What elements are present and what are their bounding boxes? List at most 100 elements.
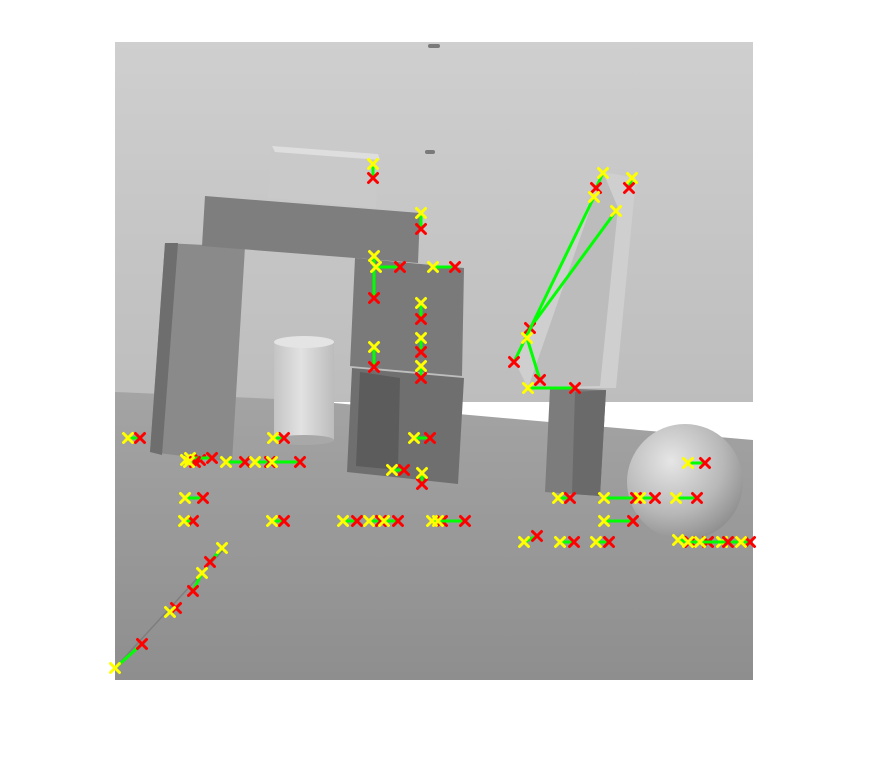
- red-marker-icon: [623, 182, 635, 194]
- yellow-marker-icon: [522, 382, 534, 394]
- match-pair: [554, 536, 580, 548]
- yellow-marker-icon: [672, 534, 684, 546]
- red-marker-icon: [508, 356, 520, 368]
- yellow-marker-icon: [368, 250, 380, 262]
- red-marker-icon: [569, 382, 581, 394]
- match-pair: [179, 492, 209, 504]
- yellow-marker-icon: [216, 542, 228, 554]
- red-marker-icon: [415, 346, 427, 358]
- match-pair: [187, 567, 208, 597]
- yellow-marker-icon: [179, 492, 191, 504]
- red-marker-icon: [415, 223, 427, 235]
- photo: [115, 42, 753, 680]
- red-marker-icon: [564, 492, 576, 504]
- yellow-marker-icon: [109, 662, 121, 674]
- match-pair: [522, 382, 581, 394]
- yellow-marker-icon: [363, 515, 375, 527]
- yellow-marker-icon: [378, 515, 390, 527]
- yellow-marker-icon: [196, 567, 208, 579]
- red-marker-icon: [375, 515, 387, 527]
- red-marker-icon: [351, 515, 363, 527]
- yellow-marker-icon: [220, 456, 232, 468]
- match-pair: [682, 457, 711, 469]
- red-marker-icon: [398, 464, 410, 476]
- yellow-marker-icon: [598, 492, 610, 504]
- red-marker-icon: [392, 515, 404, 527]
- red-marker-icon: [649, 492, 661, 504]
- yellow-marker-icon: [682, 457, 694, 469]
- red-marker-icon: [206, 452, 218, 464]
- match-pair: [735, 536, 756, 548]
- yellow-marker-icon: [597, 167, 609, 179]
- red-marker-icon: [627, 515, 639, 527]
- yellow-marker-icon: [122, 432, 134, 444]
- match-pair: [164, 602, 182, 618]
- red-marker-icon: [187, 515, 199, 527]
- yellow-marker-icon: [415, 360, 427, 372]
- red-marker-icon: [368, 292, 380, 304]
- yellow-marker-icon: [368, 341, 380, 353]
- red-marker-icon: [424, 432, 436, 444]
- red-marker-icon: [136, 638, 148, 650]
- red-marker-icon: [367, 172, 379, 184]
- yellow-marker-icon: [735, 536, 747, 548]
- yellow-marker-icon: [415, 332, 427, 344]
- yellow-marker-icon: [554, 536, 566, 548]
- red-marker-icon: [603, 536, 615, 548]
- match-pair: [518, 530, 543, 548]
- match-pair: [378, 515, 404, 527]
- red-marker-icon: [459, 515, 471, 527]
- match-pair: [415, 297, 427, 325]
- red-marker-icon: [691, 492, 703, 504]
- match-pair: [590, 536, 615, 548]
- match-pair: [415, 360, 427, 384]
- match-pair: [694, 536, 734, 548]
- match-pair: [415, 332, 427, 358]
- sphere: [627, 424, 743, 540]
- yellow-marker-icon: [518, 536, 530, 548]
- yellow-marker-icon: [521, 332, 533, 344]
- yellow-marker-icon: [634, 492, 646, 504]
- red-marker-icon: [699, 457, 711, 469]
- red-marker-icon: [534, 374, 546, 386]
- match-pair: [204, 542, 228, 568]
- red-marker-icon: [278, 432, 290, 444]
- match-line: [528, 210, 618, 329]
- yellow-marker-icon: [552, 492, 564, 504]
- match-pair: [415, 207, 427, 235]
- yellow-marker-icon: [178, 515, 190, 527]
- match-pair: [368, 341, 380, 373]
- match-pair: [432, 515, 471, 527]
- match-pair: [508, 191, 600, 368]
- small-box: [268, 146, 378, 208]
- match-pair: [220, 456, 251, 468]
- red-marker-icon: [197, 492, 209, 504]
- red-marker-icon: [134, 432, 146, 444]
- match-pair: [598, 515, 639, 527]
- yellow-marker-icon: [416, 467, 428, 479]
- yellow-marker-icon: [249, 456, 261, 468]
- match-pair: [427, 261, 461, 273]
- match-pair: [623, 172, 638, 194]
- match-pair: [386, 464, 410, 476]
- yellow-marker-icon: [427, 261, 439, 273]
- yellow-marker-icon: [694, 536, 706, 548]
- yellow-marker-icon: [266, 515, 278, 527]
- match-pair: [267, 432, 290, 444]
- red-marker-icon: [278, 515, 290, 527]
- red-marker-icon: [239, 456, 251, 468]
- match-pair: [670, 492, 703, 504]
- match-line: [512, 196, 596, 363]
- red-marker-icon: [568, 536, 580, 548]
- match-pair: [521, 332, 546, 386]
- red-marker-icon: [744, 536, 756, 548]
- yellow-marker-icon: [337, 515, 349, 527]
- cylinder: [274, 342, 334, 440]
- yellow-marker-icon: [588, 191, 600, 203]
- wall-mark-2: [425, 150, 435, 154]
- yellow-marker-icon: [670, 492, 682, 504]
- red-marker-icon: [415, 313, 427, 325]
- yellow-marker-icon: [370, 261, 382, 273]
- red-marker-icon: [531, 530, 543, 542]
